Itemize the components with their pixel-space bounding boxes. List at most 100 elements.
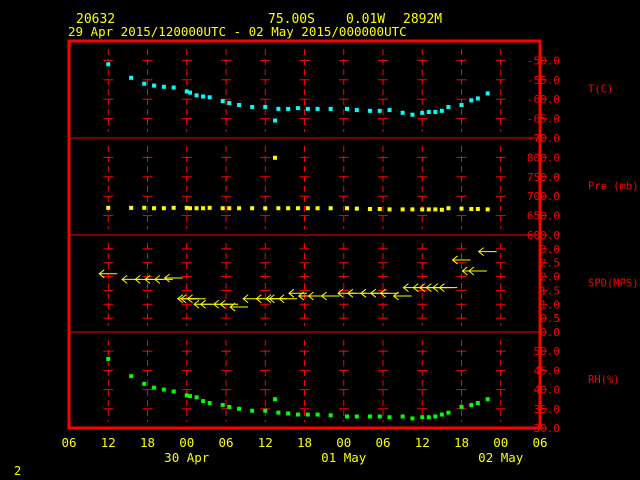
- temperature-point: [194, 93, 199, 98]
- humidity-point: [237, 406, 242, 411]
- temperature-point: [433, 110, 438, 115]
- y-tick-label: 800.0: [527, 151, 560, 164]
- wind-arrow: [451, 255, 471, 265]
- wind-arrow: [154, 274, 173, 284]
- pressure-point: [328, 206, 333, 211]
- pressure-point: [207, 205, 212, 210]
- pressure-point: [433, 207, 438, 212]
- temperature-point: [387, 108, 392, 113]
- pressure-point: [400, 207, 405, 212]
- wind-arrow: [229, 302, 249, 312]
- date-label: 02 May: [478, 450, 524, 465]
- humidity-point: [485, 397, 490, 402]
- pressure-point: [227, 206, 232, 211]
- humidity-point: [410, 416, 415, 421]
- pressure-point: [152, 206, 157, 211]
- wind-arrow: [438, 283, 458, 293]
- pressure-point: [129, 205, 134, 210]
- x-tick-label: 06: [532, 435, 547, 450]
- humidity-point: [273, 397, 278, 402]
- temperature-point: [201, 94, 206, 99]
- pressure-point: [426, 207, 431, 212]
- x-tick-label: 18: [140, 435, 155, 450]
- pressure-point: [410, 207, 415, 212]
- wind-arrow: [219, 299, 239, 309]
- humidity-point: [439, 412, 444, 417]
- x-tick-label: 18: [297, 435, 312, 450]
- pressure-point: [459, 206, 464, 211]
- humidity-point: [315, 412, 320, 417]
- plot-frame: [67, 39, 542, 430]
- x-tick-label: 06: [218, 435, 233, 450]
- humidity-point: [387, 415, 392, 420]
- humidity-point: [377, 414, 382, 419]
- date-label: 30 Apr: [164, 450, 210, 465]
- y-tick-label: -70.0: [527, 132, 560, 145]
- pressure-point: [387, 207, 392, 212]
- humidity-point: [201, 399, 206, 404]
- panel-label-temperature: T(C): [588, 84, 613, 96]
- humidity-point: [188, 394, 193, 399]
- pressure-point: [184, 205, 189, 210]
- y-tick-label: 2.0: [540, 271, 560, 284]
- x-tick-label: 06: [375, 435, 390, 450]
- humidity-point: [345, 414, 350, 419]
- wind-arrow: [98, 269, 118, 279]
- temperature-point: [305, 106, 310, 111]
- pressure-point: [106, 205, 111, 210]
- humidity-point: [220, 402, 225, 407]
- humidity-point: [194, 395, 199, 400]
- pressure-point: [446, 206, 451, 211]
- humidity-point: [328, 413, 333, 418]
- panel-label-pressure: Pre (mb): [588, 181, 639, 193]
- y-tick-label: -50.0: [527, 54, 560, 67]
- humidity-point: [171, 389, 176, 394]
- temperature-point: [367, 108, 372, 113]
- temperature-point: [237, 103, 242, 108]
- temperature-point: [295, 106, 300, 111]
- x-tick-label: 12: [258, 435, 273, 450]
- x-tick-label: 18: [454, 435, 469, 450]
- pressure-point: [469, 207, 474, 212]
- temperature-point: [171, 85, 176, 90]
- y-tick-label: -55.0: [527, 74, 560, 87]
- temperature-point: [410, 112, 415, 117]
- x-tick-label: 00: [493, 435, 508, 450]
- humidity-point: [106, 356, 111, 361]
- pressure-point: [276, 206, 281, 211]
- temperature-point: [439, 108, 444, 113]
- y-tick-label: 650.0: [527, 210, 560, 223]
- panel-label-wind: SPD(MPS): [588, 278, 639, 290]
- date-label: 01 May: [321, 450, 367, 465]
- pressure-point: [263, 206, 268, 211]
- y-tick-label: 50.0: [534, 345, 561, 358]
- pressure-point: [315, 206, 320, 211]
- y-tick-label: 0.5: [540, 312, 560, 325]
- temperature-point: [106, 62, 111, 67]
- humidity-point: [161, 387, 166, 392]
- station-id: 20632: [76, 12, 115, 27]
- pressure-point: [420, 207, 425, 212]
- y-tick-label: 2.5: [540, 257, 560, 270]
- temperature-point: [469, 98, 474, 103]
- y-tick-label: 3.0: [540, 243, 560, 256]
- pressure-point: [273, 155, 278, 160]
- temperature-point: [152, 83, 157, 88]
- pressure-point: [286, 206, 291, 211]
- temperature-point: [161, 84, 166, 89]
- pressure-point: [367, 207, 372, 212]
- axis-labels: 06 12 18 00 06 12 18 00 06 12 18 00 06 30 Apr 01 May 02…: [61, 54, 638, 465]
- wind-arrow: [477, 247, 497, 257]
- pressure-point: [439, 207, 444, 212]
- humidity-point: [152, 385, 157, 390]
- pressure-point: [295, 206, 300, 211]
- x-tick-label: 12: [415, 435, 430, 450]
- pressure-point: [485, 207, 490, 212]
- y-tick-label: -60.0: [527, 93, 560, 106]
- wind-arrow: [379, 288, 399, 298]
- y-tick-label: 750.0: [527, 171, 560, 184]
- temperature-point: [276, 106, 281, 111]
- pressure-point: [305, 206, 310, 211]
- humidity-point: [354, 414, 359, 419]
- humidity-point: [207, 401, 212, 406]
